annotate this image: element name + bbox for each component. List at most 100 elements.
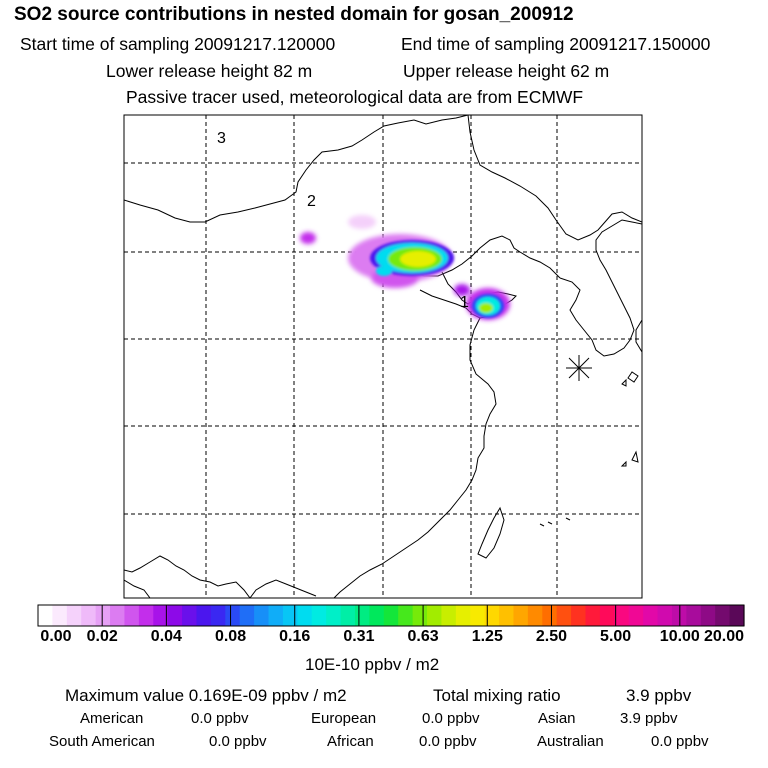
colorbar-swatch: [715, 605, 731, 626]
colorbar-swatch: [643, 605, 659, 626]
colorbar-ticks: [101, 605, 681, 626]
region-australian-name: Australian: [537, 733, 604, 750]
colorbar-frame: [37, 604, 745, 627]
colorbar-swatch: [66, 605, 82, 626]
border-sw-2: [124, 579, 151, 598]
colorbar-swatch: [470, 605, 486, 626]
coast-japan-4: [631, 450, 639, 463]
colorbar-swatch: [657, 605, 673, 626]
colorbar-swatch: [254, 605, 270, 626]
marker-layer: 3 2 1: [217, 130, 469, 311]
border-south-2: [249, 579, 317, 598]
colorbar-label: 0.02: [86, 628, 118, 645]
region-european-name: European: [311, 710, 377, 727]
border-east: [467, 115, 642, 241]
region-american-name: American: [80, 710, 144, 727]
region-south-american-value: 0.0 ppbv: [209, 733, 267, 750]
region-european-value: 0.0 ppbv: [422, 710, 480, 727]
colorbar-label: 20.00: [703, 628, 745, 645]
start-time: Start time of sampling 20091217.120000: [20, 34, 336, 54]
colorbar-swatch: [354, 605, 370, 626]
region-american-value: 0.0 ppbv: [191, 710, 249, 727]
border-north: [124, 115, 469, 223]
colorbar-swatch: [196, 605, 212, 626]
colorbar-label: 0.63: [407, 628, 439, 645]
border-south-west: [124, 555, 251, 598]
colorbar-swatch: [167, 605, 183, 626]
colorbar-swatch: [326, 605, 342, 626]
colorbar-swatch: [124, 605, 140, 626]
region-asian-value: 3.9 ppbv: [620, 710, 678, 727]
region-african-name: African: [327, 733, 374, 750]
colorbar-label: 0.04: [150, 628, 182, 645]
colorbar-swatch: [585, 605, 601, 626]
end-time: End time of sampling 20091217.150000: [401, 34, 711, 54]
colorbar-swatch: [571, 605, 587, 626]
coast-east-china: [333, 317, 497, 598]
grid-lines: [124, 115, 642, 598]
station-asterisk-icon: [566, 355, 592, 381]
page-title: SO2 source contributions in nested domai…: [14, 4, 574, 25]
colorbar-swatch: [527, 605, 543, 626]
colorbar-swatch: [427, 605, 443, 626]
map-content: 3 2 1: [124, 115, 642, 598]
colorbar-swatch: [282, 605, 298, 626]
colorbar-swatch: [153, 605, 169, 626]
colorbar-swatch: [542, 605, 558, 626]
colorbar-swatch: [513, 605, 529, 626]
colorbar-swatch: [268, 605, 284, 626]
total-mixing-value: 3.9 ppbv: [626, 686, 692, 705]
map-marker-3: 3: [217, 130, 226, 147]
colorbar-swatch: [455, 605, 471, 626]
colorbar-label: 5.00: [600, 628, 632, 645]
colorbar-swatch: [95, 605, 111, 626]
colorbar-swatch: [441, 605, 457, 626]
region-australian-value: 0.0 ppbv: [651, 733, 709, 750]
colorbar-label: 0.08: [214, 628, 247, 645]
colorbar-swatch: [182, 605, 198, 626]
map-marker-1: 1: [460, 294, 469, 311]
colorbar-swatch: [729, 605, 745, 626]
colorbar-swatch: [499, 605, 515, 626]
coast-japan-2: [627, 371, 639, 383]
coast-japan-3: [621, 378, 627, 387]
colorbar-swatch: [599, 605, 615, 626]
max-value: Maximum value 0.169E-09 ppbv / m2: [65, 686, 347, 705]
colorbar-label: 0.00: [40, 628, 72, 645]
colorbar-swatch: [628, 605, 644, 626]
map-frame: [123, 114, 643, 599]
colorbar-unit: 10E-10 ppbv / m2: [305, 655, 440, 674]
colorbar-swatch: [383, 605, 399, 626]
colorbar-swatch: [110, 605, 126, 626]
region-south-american-name: South American: [49, 733, 155, 750]
colorbar-swatch: [38, 605, 54, 626]
so2-plume: [300, 215, 510, 320]
colorbar-swatch: [700, 605, 716, 626]
colorbar: [38, 605, 745, 626]
colorbar-swatch: [81, 605, 97, 626]
coast-taiwan: [477, 506, 505, 559]
colorbar-swatch: [311, 605, 327, 626]
coast-islands: [539, 517, 571, 527]
colorbar-swatch: [369, 605, 385, 626]
colorbar-label: 10.00: [659, 628, 700, 645]
total-mixing-label: Total mixing ratio: [433, 686, 561, 705]
colorbar-swatch: [556, 605, 572, 626]
colorbar-swatch: [340, 605, 356, 626]
region-asian-name: Asian: [538, 710, 576, 727]
colorbar-label: 0.16: [279, 628, 311, 645]
colorbar-label: 0.31: [343, 628, 375, 645]
coast-korea: [559, 219, 642, 357]
colorbar-swatch: [398, 605, 414, 626]
colorbar-swatch: [484, 605, 500, 626]
lower-release-height: Lower release height 82 m: [106, 61, 313, 81]
coast-japan-1: [635, 319, 642, 353]
colorbar-swatch: [614, 605, 630, 626]
colorbar-swatch: [210, 605, 226, 626]
colorbar-swatch: [239, 605, 255, 626]
coast-japan-5: [620, 460, 627, 467]
region-african-value: 0.0 ppbv: [419, 733, 477, 750]
colorbar-swatch: [297, 605, 313, 626]
upper-release-height: Upper release height 62 m: [403, 61, 610, 81]
